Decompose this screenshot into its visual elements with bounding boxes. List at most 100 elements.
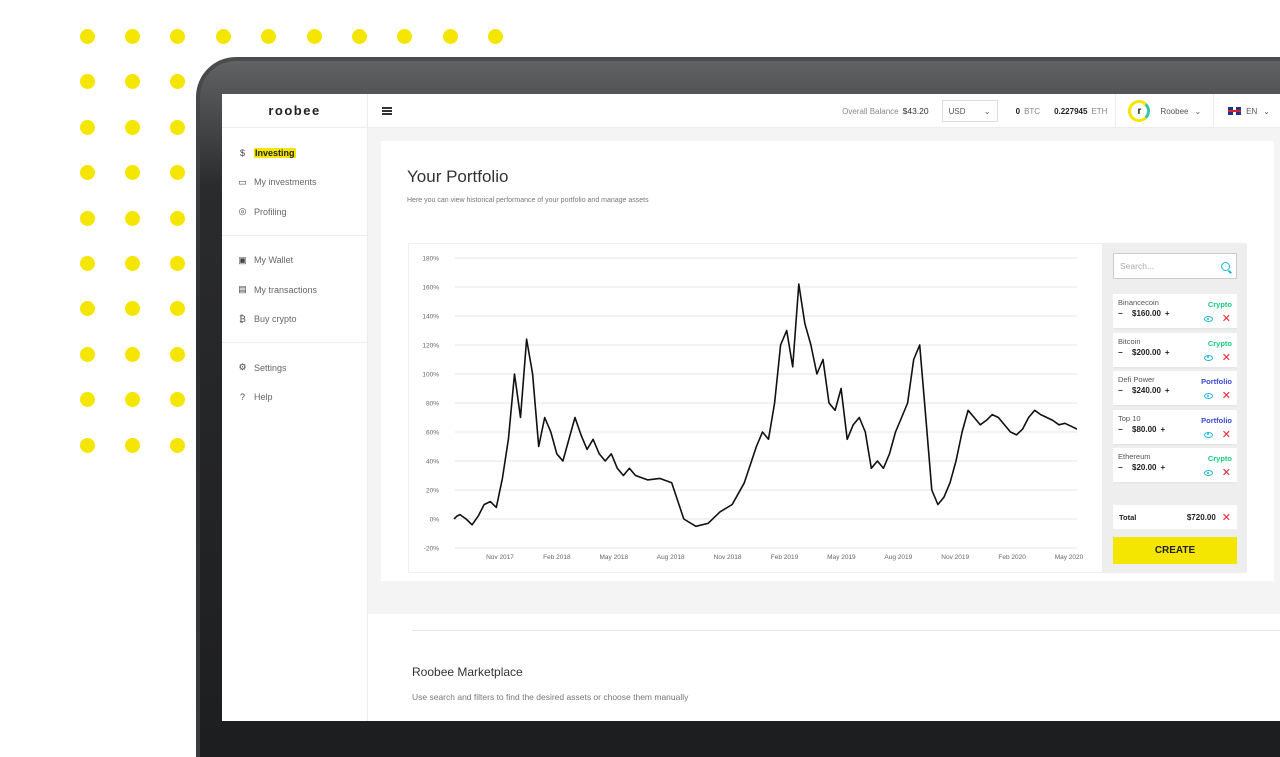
app-logo[interactable]: roobee: [222, 94, 367, 128]
search-input[interactable]: Search...: [1113, 253, 1237, 279]
remove-icon[interactable]: ✕: [1221, 428, 1231, 441]
decorative-dot: [80, 29, 95, 44]
eth-label: ETH: [1091, 106, 1108, 116]
plus-icon[interactable]: +: [1164, 309, 1170, 318]
decorative-dots: [0, 0, 520, 470]
sidebar-item-my-transactions[interactable]: ▤ My transactions: [222, 275, 367, 305]
asset-type-badge: Portfolio: [1201, 415, 1232, 425]
eye-icon[interactable]: [1204, 316, 1213, 322]
asset-name: Defi Power: [1118, 375, 1155, 384]
decorative-dot: [125, 74, 140, 90]
nav-group: ⚙ Settings? Help: [222, 343, 367, 420]
decorative-dot: [443, 29, 458, 44]
decorative-dot: [125, 346, 140, 362]
decorative-dot: [216, 29, 231, 44]
sidebar-item-label: My investments: [254, 177, 317, 188]
decorative-dot: [80, 119, 95, 135]
decorative-dot: [80, 437, 95, 453]
decorative-dot: [80, 256, 95, 271]
sidebar-item-label: Buy crypto: [254, 314, 297, 325]
btc-label: BTC: [1024, 106, 1041, 116]
minus-icon[interactable]: −: [1118, 347, 1123, 357]
eye-icon[interactable]: [1204, 393, 1213, 399]
asset-item[interactable]: Ethereum Crypto − $20.00 + ✕: [1113, 448, 1237, 482]
sidebar-item-my-wallet[interactable]: ▣ My Wallet: [222, 246, 367, 276]
asset-amount-row: − $160.00 +: [1118, 309, 1232, 318]
crypto-balances: 0 BTC 0.227945 ETH: [1016, 107, 1108, 116]
y-tick-label: 40%: [426, 459, 439, 466]
language-select[interactable]: EN ⌄: [1214, 107, 1280, 116]
decorative-dot: [80, 301, 95, 317]
decorative-dot: [125, 119, 140, 135]
decorative-dot: [170, 119, 185, 135]
decorative-dot: [170, 301, 185, 317]
user-menu[interactable]: r Roobee ⌄: [1115, 94, 1215, 128]
avatar: r: [1128, 100, 1151, 122]
sidebar-item-settings[interactable]: ⚙ Settings: [222, 353, 367, 383]
sidebar-item-help[interactable]: ? Help: [222, 383, 367, 413]
eye-icon[interactable]: [1204, 431, 1213, 438]
asset-amount: $20.00: [1132, 463, 1157, 472]
plus-icon[interactable]: +: [1160, 463, 1166, 472]
marketplace-subtitle: Use search and filters to find the desir…: [412, 692, 689, 702]
eye-icon[interactable]: [1204, 470, 1213, 476]
asset-type-badge: Crypto: [1207, 454, 1232, 463]
asset-name: Ethereum: [1118, 452, 1151, 461]
x-tick-label: May 2019: [827, 554, 856, 561]
decorative-dot: [125, 210, 140, 226]
y-tick-label: 100%: [422, 372, 439, 379]
marketplace-title: Roobee Marketplace: [412, 665, 523, 679]
remove-icon[interactable]: ✕: [1221, 351, 1231, 364]
remove-icon[interactable]: ✕: [1221, 313, 1231, 325]
y-tick-label: -20%: [424, 546, 439, 553]
y-tick-label: 140%: [422, 314, 439, 321]
currency-select[interactable]: USD ⌄: [941, 100, 998, 122]
search-icon[interactable]: [1221, 261, 1230, 271]
series-line: [453, 283, 1078, 528]
bitcoin-icon: ₿: [239, 314, 246, 325]
hamburger-menu-icon[interactable]: [382, 106, 392, 115]
sidebar-item-my-investments[interactable]: ▭ My investments: [222, 168, 367, 198]
asset-item[interactable]: Top 10 Portfolio − $80.00 + ✕: [1113, 409, 1237, 444]
uk-flag-icon: [1228, 107, 1242, 115]
decorative-dot: [170, 392, 185, 408]
minus-icon[interactable]: −: [1118, 424, 1123, 434]
decorative-dot: [488, 29, 503, 44]
asset-item[interactable]: Bitcoin Crypto − $200.00 + ✕: [1113, 332, 1237, 367]
help-icon: ?: [239, 392, 245, 403]
asset-item[interactable]: Binancecoin Crypto − $160.00 + ✕: [1113, 294, 1237, 328]
plus-icon[interactable]: +: [1164, 386, 1170, 395]
create-button[interactable]: CREATE: [1113, 537, 1237, 564]
decorative-dot: [397, 29, 412, 44]
remove-icon[interactable]: ✕: [1221, 390, 1231, 402]
eye-icon[interactable]: [1204, 354, 1213, 361]
x-tick-label: Aug 2018: [657, 554, 685, 561]
asset-name: Bitcoin: [1118, 336, 1141, 346]
minus-icon[interactable]: −: [1118, 309, 1123, 318]
decorative-dot: [125, 165, 140, 181]
user-name: Roobee: [1160, 106, 1189, 116]
sidebar-item-buy-crypto[interactable]: ₿ Buy crypto: [222, 305, 367, 335]
decorative-dot: [80, 74, 95, 90]
minus-icon[interactable]: −: [1118, 386, 1123, 395]
decorative-dot: [170, 29, 185, 44]
sidebar-item-label: Investing: [254, 147, 296, 158]
clear-all-icon[interactable]: ✕: [1221, 511, 1231, 524]
decorative-dot: [80, 210, 95, 226]
decorative-dot: [170, 346, 185, 362]
asset-list: Binancecoin Crypto − $160.00 + ✕ Bitcoin Crypto…: [1113, 294, 1237, 494]
asset-amount: $240.00: [1132, 386, 1161, 395]
nav-group: ▣ My Wallet ▤ My transactions ₿ Buy crypto: [222, 236, 367, 343]
plus-icon[interactable]: +: [1160, 424, 1166, 434]
remove-icon[interactable]: ✕: [1221, 467, 1231, 479]
asset-item[interactable]: Defi Power Portfolio − $240.00 + ✕: [1113, 371, 1237, 405]
top-bar: Overall Balance $43.20 USD ⌄ 0 BTC 0.227…: [368, 94, 1280, 128]
currency-value: USD: [948, 106, 966, 116]
minus-icon[interactable]: −: [1118, 463, 1123, 472]
x-tick-label: Feb 2020: [998, 554, 1026, 561]
transactions-icon: ▤: [238, 284, 247, 295]
sidebar-item-profiling[interactable]: ◎ Profiling: [222, 197, 367, 227]
plus-icon[interactable]: +: [1164, 347, 1170, 357]
sidebar-item-investing[interactable]: $ Investing: [222, 138, 367, 168]
sidebar-item-label: Settings: [254, 362, 287, 373]
